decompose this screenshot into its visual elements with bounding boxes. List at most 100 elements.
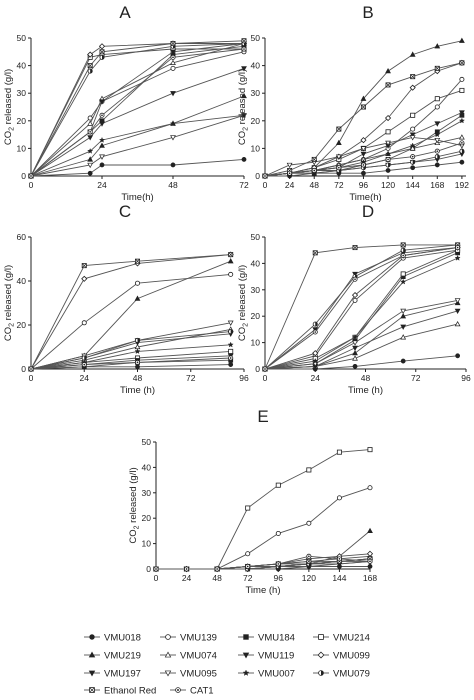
data-point <box>228 271 234 277</box>
x-tick-label: 0 <box>263 180 268 190</box>
data-point <box>385 129 391 135</box>
data-point <box>312 321 318 327</box>
data-point <box>400 313 407 319</box>
legend-marker-half-circle <box>318 670 324 676</box>
data-point <box>400 324 407 330</box>
data-point <box>335 139 342 146</box>
y-tick-label: 50 <box>17 33 27 43</box>
data-point <box>459 87 465 93</box>
data-point <box>228 355 234 361</box>
data-point <box>385 67 391 74</box>
panel-a-series-vmu099 <box>27 40 248 180</box>
data-point <box>99 162 105 168</box>
panel-c-series-vmu139 <box>28 271 234 372</box>
data-point <box>241 157 247 162</box>
data-point <box>134 348 141 354</box>
data-point <box>227 258 234 264</box>
data-point <box>81 320 87 326</box>
data-point <box>241 46 247 52</box>
x-tick-label: 72 <box>243 573 253 583</box>
data-point <box>352 345 358 352</box>
panel-d-axes <box>264 237 466 370</box>
panel-e: E 0 10 20 30 40 50 0 24 48 72 96 120 144 168 Time (h) CO… <box>128 407 377 596</box>
data-point <box>275 530 281 536</box>
data-point <box>336 449 342 455</box>
data-point <box>87 51 94 58</box>
legend-item-vmu099: VMU099 <box>313 651 370 662</box>
data-point <box>241 66 247 72</box>
data-point <box>410 159 416 165</box>
data-point <box>245 563 251 569</box>
data-point <box>99 154 105 160</box>
data-point <box>367 558 373 564</box>
data-point <box>81 275 88 282</box>
data-point <box>434 65 440 71</box>
data-point <box>336 126 342 132</box>
data-point <box>454 308 461 315</box>
series-line <box>30 43 244 177</box>
data-point <box>87 115 93 121</box>
legend-label: VMU119 <box>258 651 294 662</box>
data-point <box>275 561 281 567</box>
panel-e-letter: E <box>257 407 268 426</box>
data-point <box>352 363 358 369</box>
data-point <box>361 170 366 176</box>
panel-c-letter: C <box>119 202 131 221</box>
legend: VMU018 VMU139 VMU184 VMU214 VMU219 VMU074 VMU1… <box>84 633 370 697</box>
data-point <box>286 162 293 169</box>
series-line <box>264 244 458 370</box>
data-point <box>400 247 406 253</box>
data-point <box>410 126 416 132</box>
data-point <box>227 341 234 348</box>
data-point <box>400 278 407 285</box>
data-point <box>434 137 441 144</box>
legend-marker-triangle-down-filled <box>88 670 96 677</box>
data-point <box>360 162 366 168</box>
x-tick-label: 120 <box>302 573 316 583</box>
data-point <box>455 245 461 251</box>
legend-item-cat1: CAT1 <box>170 686 214 697</box>
data-point <box>170 59 176 65</box>
data-point <box>170 41 176 47</box>
y-tick-label: 40 <box>142 462 152 472</box>
x-tick-label: 0 <box>263 373 268 383</box>
x-tick-label: 24 <box>97 180 107 190</box>
panel-e-series-cat1 <box>153 553 373 572</box>
panel-d-series-cat1 <box>262 245 461 372</box>
data-point <box>170 91 176 97</box>
x-tick-label: 144 <box>332 573 346 583</box>
legend-item-vmu095: VMU095 <box>160 669 217 680</box>
panel-c-series-vmu079 <box>28 329 234 372</box>
data-point <box>134 359 140 365</box>
panel-d-x-axis-label: Time (h) <box>348 385 383 396</box>
y-tick-label: 40 <box>251 258 261 268</box>
data-point <box>352 340 358 346</box>
x-tick-label: 0 <box>29 373 34 383</box>
legend-marker-circle-filled <box>89 634 95 640</box>
data-point <box>385 168 391 173</box>
data-point <box>459 148 465 154</box>
data-point <box>81 263 87 269</box>
x-tick-label: 48 <box>133 373 143 383</box>
data-point <box>134 280 140 286</box>
y-tick-label: 10 <box>17 143 27 153</box>
x-tick-label: 48 <box>309 180 319 190</box>
legend-marker-circle-open <box>165 634 171 640</box>
panel-e-series-vmu214 <box>153 447 373 572</box>
data-point <box>87 162 94 169</box>
legend-label: VMU219 <box>104 651 141 662</box>
legend-item-vmu018: VMU018 <box>84 633 141 644</box>
y-tick-label: 10 <box>251 143 261 153</box>
legend-label: VMU184 <box>258 633 295 644</box>
data-point <box>312 357 319 364</box>
series-line <box>30 158 245 177</box>
y-tick-label: 10 <box>142 539 152 549</box>
y-tick-label: 20 <box>251 311 261 321</box>
data-point <box>410 154 416 160</box>
series-line <box>30 51 245 177</box>
legend-item-vmu074: VMU074 <box>160 651 217 662</box>
legend-item-vmu197: VMU197 <box>84 669 141 680</box>
data-point <box>352 245 358 251</box>
x-tick-label: 144 <box>406 180 420 190</box>
x-tick-label: 24 <box>285 180 295 190</box>
